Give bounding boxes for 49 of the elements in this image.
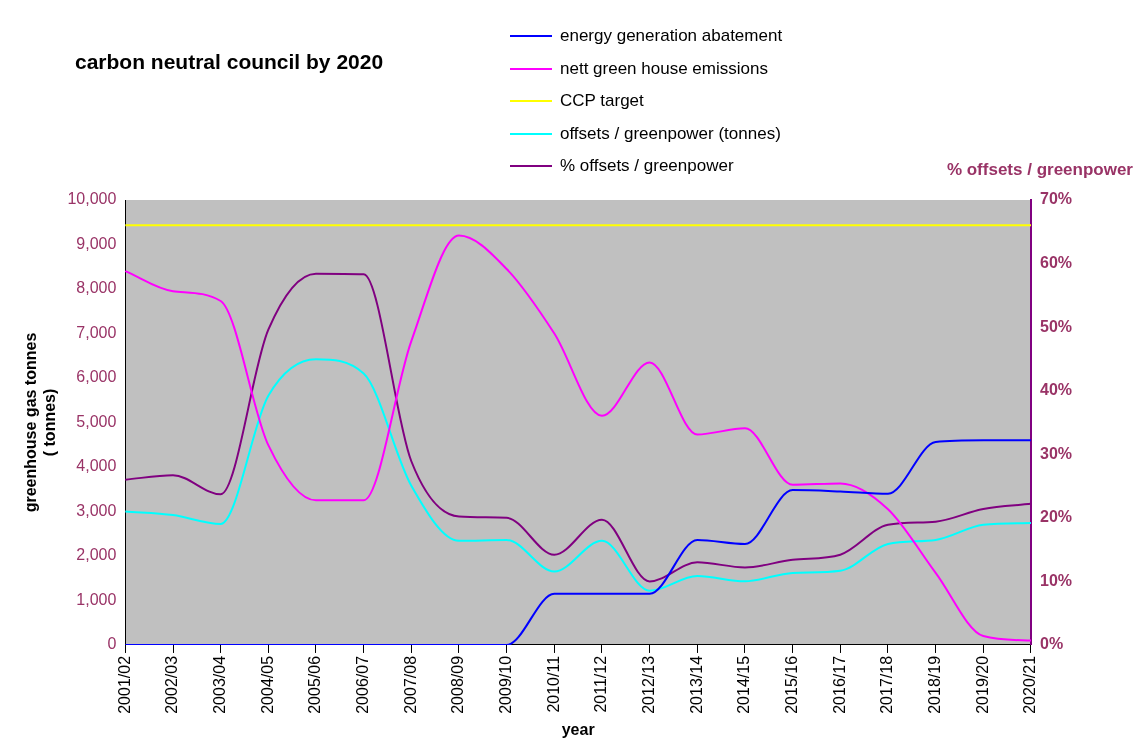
y2-tick-label: 10%: [1039, 571, 1073, 589]
y2-tick-label: 60%: [1039, 253, 1073, 271]
y-tick-label: 3,000: [76, 501, 117, 519]
x-tick-label: 2006/07: [354, 655, 372, 714]
x-tick-label: 2002/03: [163, 655, 181, 714]
line-series: [124, 358, 1032, 592]
y2-tick-label: 40%: [1039, 381, 1073, 399]
y2-tick-label: 50%: [1039, 317, 1073, 335]
y-tick-label: 1,000: [76, 590, 117, 608]
x-tick-label: 2008/09: [449, 655, 467, 714]
x-tick-label: 2015/16: [783, 655, 801, 714]
x-tick-label: 2016/17: [830, 655, 848, 714]
y-tick-label: 7,000: [76, 323, 117, 341]
x-tick-label: 2011/12: [592, 655, 610, 713]
legend-label: % offsets / greenpower: [560, 156, 734, 177]
x-tick-label: 2013/14: [687, 655, 705, 714]
x-tick-label: 2019/20: [973, 655, 991, 714]
x-tick-label: 2009/10: [497, 655, 515, 714]
y-tick-label: 8,000: [76, 279, 117, 297]
x-tick-label: 2001/02: [115, 655, 133, 714]
x-tick-label: 2003/04: [211, 655, 229, 714]
y2-axis-title: % offsets / greenpower: [946, 160, 1133, 180]
y2-tick-label: 0%: [1039, 635, 1064, 653]
x-tick-label: 2018/19: [926, 655, 944, 714]
y-tick-label: 9,000: [76, 234, 117, 252]
legend-label: nett green house emissions: [560, 58, 768, 79]
x-tick-label: 2004/05: [258, 655, 276, 714]
y-tick-label: 4,000: [76, 457, 117, 475]
x-tick-label: 2020/21: [1021, 655, 1039, 714]
y-tick-label: 2,000: [76, 546, 117, 564]
legend-label: energy generation abatement: [560, 26, 783, 47]
x-tick-label: 2017/18: [878, 655, 896, 714]
x-axis-title: year: [561, 720, 595, 738]
y-tick-label: 10,000: [67, 190, 117, 208]
legend-label: CCP target: [560, 91, 644, 112]
chart-title: carbon neutral council by 2020: [75, 50, 384, 74]
x-tick-label: 2010/11: [544, 655, 562, 713]
legend-label: offsets / greenpower (tonnes): [560, 123, 781, 144]
x-tick-label: 2014/15: [735, 655, 753, 714]
y2-tick-label: 70%: [1039, 190, 1073, 208]
y2-tick-label: 30%: [1039, 444, 1073, 462]
y-tick-label: 6,000: [76, 368, 117, 386]
y-tick-label: 0: [107, 635, 117, 653]
y2-tick-label: 20%: [1039, 508, 1073, 526]
x-tick-label: 2007/08: [401, 655, 419, 714]
y-tick-label: 5,000: [76, 412, 117, 430]
x-tick-label: 2005/06: [306, 655, 324, 714]
y-axis-title: greenhouse gas tonnes ( tonnes): [22, 332, 59, 513]
x-tick-label: 2012/13: [640, 655, 658, 714]
